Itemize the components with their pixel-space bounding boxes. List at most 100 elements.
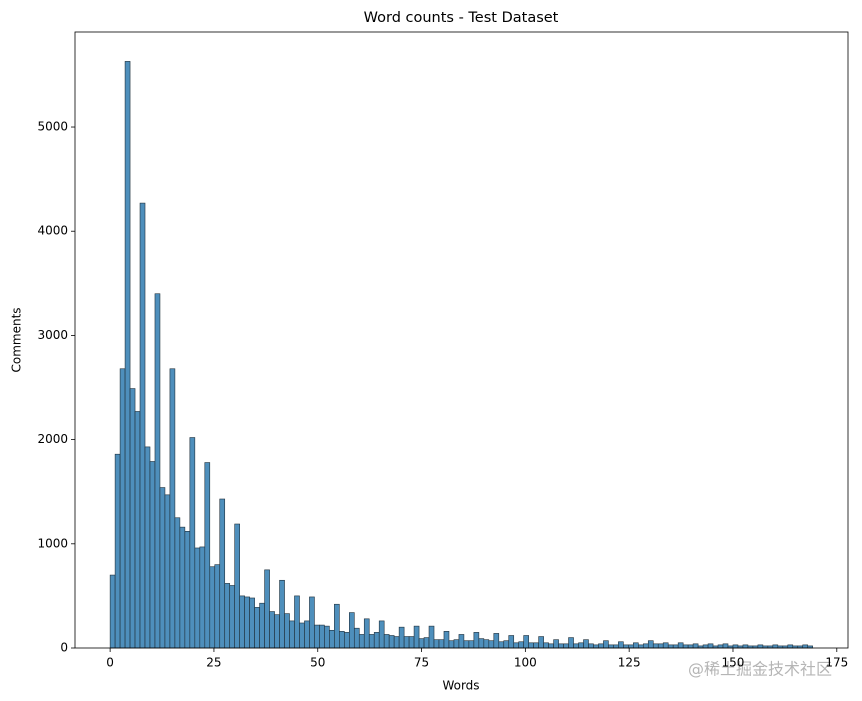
bar: [558, 643, 564, 649]
bar: [528, 642, 534, 649]
bar: [149, 461, 156, 649]
bar: [229, 585, 235, 649]
bar: [254, 607, 260, 649]
bar: [608, 644, 614, 649]
bar: [349, 612, 355, 649]
bar: [239, 595, 245, 649]
bar: [672, 644, 679, 649]
bar: [533, 642, 539, 649]
bar: [358, 634, 365, 649]
bar: [478, 638, 485, 649]
bar: [269, 611, 275, 649]
bar: [692, 643, 699, 649]
bar: [334, 603, 340, 649]
bar: [378, 620, 385, 649]
bar: [657, 643, 664, 649]
bar: [204, 462, 211, 649]
bar: [279, 579, 285, 649]
bar: [209, 566, 216, 649]
bar: [523, 635, 529, 649]
bar: [647, 640, 654, 649]
bar: [518, 641, 525, 649]
bar: [214, 564, 221, 649]
bar: [159, 487, 166, 649]
y-tick-label: 4000: [37, 224, 68, 238]
bar: [438, 639, 445, 649]
watermark: @稀土掘金技术社区: [688, 660, 832, 679]
bar: [588, 643, 594, 649]
y-tick-label: 2000: [37, 432, 68, 446]
bar: [707, 643, 714, 649]
bar: [294, 595, 300, 649]
bar: [249, 597, 255, 649]
axes-frame: [74, 31, 849, 649]
x-tick-label: 50: [310, 656, 325, 670]
bar: [613, 644, 619, 649]
bar: [234, 523, 240, 649]
bar: [289, 620, 295, 649]
bar: [488, 640, 495, 649]
bar: [244, 596, 250, 649]
bar: [339, 631, 345, 649]
bar: [573, 643, 579, 649]
x-tick-label: 125: [618, 656, 641, 670]
bar: [274, 614, 280, 649]
bar: [119, 368, 126, 649]
y-tick-label: 5000: [37, 120, 68, 134]
bar: [363, 618, 370, 649]
bar: [114, 453, 121, 649]
bar: [772, 644, 779, 649]
bar: [164, 494, 171, 649]
x-tick-label: 100: [514, 656, 537, 670]
bar: [428, 625, 435, 649]
bar: [732, 644, 739, 649]
bar: [508, 635, 515, 649]
bar: [483, 639, 490, 649]
bar: [403, 636, 410, 649]
x-tick-label: 25: [206, 656, 221, 670]
bar: [144, 446, 151, 649]
bar: [329, 629, 335, 649]
bar: [264, 569, 270, 649]
bar: [578, 642, 584, 649]
bar: [662, 642, 669, 649]
bar: [633, 642, 639, 649]
bar: [538, 636, 544, 649]
bar: [353, 627, 360, 649]
bar: [309, 596, 315, 649]
plot-area: [109, 61, 814, 649]
bar: [787, 644, 794, 649]
bar: [513, 642, 520, 649]
bar: [423, 637, 430, 649]
bar: [259, 602, 265, 649]
bar: [722, 643, 729, 649]
bar: [169, 368, 176, 649]
bar: [388, 635, 395, 649]
bar: [702, 644, 709, 649]
chart-title: Word counts - Test Dataset: [364, 10, 559, 26]
bar: [324, 625, 330, 649]
bar: [682, 644, 689, 649]
bar: [304, 620, 310, 649]
bar: [638, 644, 644, 649]
bar: [199, 546, 206, 649]
bar: [154, 293, 161, 649]
bar: [583, 639, 589, 649]
bar: [503, 640, 510, 649]
y-tick-label: 0: [60, 641, 68, 655]
bar: [433, 639, 440, 649]
bar: [603, 640, 609, 649]
bar: [593, 644, 599, 649]
bar: [473, 632, 480, 649]
bar: [543, 642, 549, 649]
bar: [642, 643, 649, 649]
bar: [623, 644, 629, 649]
bar: [458, 634, 465, 649]
bar: [314, 624, 320, 649]
bar: [677, 642, 684, 649]
bar: [667, 644, 674, 649]
bar: [109, 574, 116, 649]
bar: [134, 411, 141, 649]
bar: [598, 643, 604, 649]
